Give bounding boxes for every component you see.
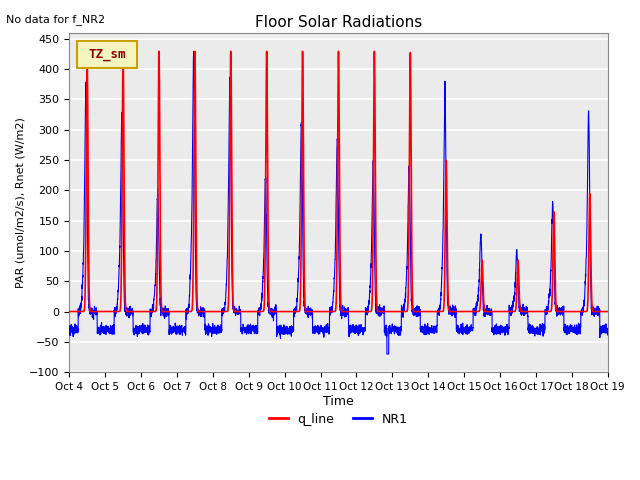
Text: No data for f_NR2: No data for f_NR2 [6, 14, 106, 25]
FancyBboxPatch shape [77, 41, 136, 68]
Legend: q_line, NR1: q_line, NR1 [264, 408, 413, 431]
Title: Floor Solar Radiations: Floor Solar Radiations [255, 15, 422, 30]
Text: TZ_sm: TZ_sm [88, 48, 125, 61]
X-axis label: Time: Time [323, 395, 354, 408]
Y-axis label: PAR (umol/m2/s), Rnet (W/m2): PAR (umol/m2/s), Rnet (W/m2) [15, 117, 25, 288]
